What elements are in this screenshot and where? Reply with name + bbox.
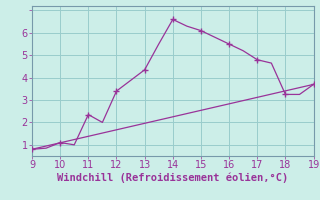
X-axis label: Windchill (Refroidissement éolien,°C): Windchill (Refroidissement éolien,°C) — [57, 173, 288, 183]
